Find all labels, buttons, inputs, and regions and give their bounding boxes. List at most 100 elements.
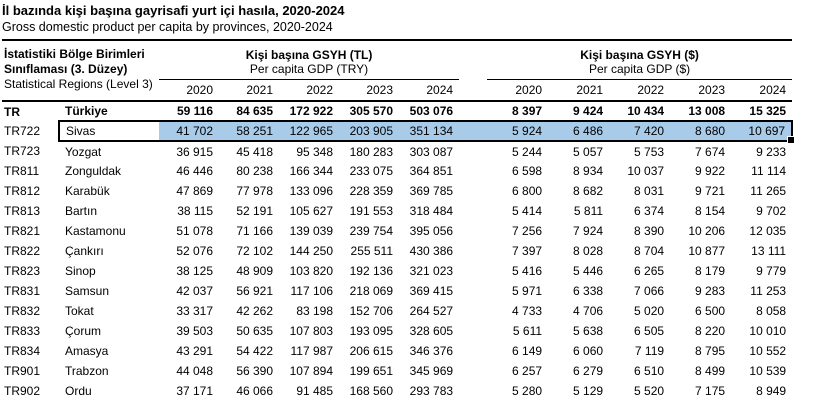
gdp-try-cell[interactable]: 264 527	[409, 304, 454, 318]
gdp-usd-cell[interactable]: 11 114	[751, 164, 787, 178]
gdp-usd-cell[interactable]: 10 697	[731, 120, 796, 145]
gdp-usd-cell[interactable]: 5 416	[512, 264, 543, 278]
gdp-try-cell[interactable]: 139 039	[289, 224, 334, 238]
gdp-try-cell[interactable]: 105 627	[289, 204, 334, 218]
gdp-try-cell[interactable]: 152 706	[349, 304, 394, 318]
gdp-usd-cell[interactable]: 11 253	[750, 284, 787, 298]
gdp-usd-cell[interactable]: 6 486	[548, 120, 610, 142]
gdp-usd-cell[interactable]: 5 611	[512, 324, 543, 338]
gdp-try-cell[interactable]: 42 037	[176, 284, 214, 298]
gdp-usd-cell[interactable]: 8 028	[573, 244, 604, 258]
gdp-try-cell[interactable]: 41 702	[159, 120, 220, 142]
gdp-usd-cell[interactable]: 9 721	[695, 184, 726, 198]
gdp-try-cell[interactable]: 44 048	[176, 364, 214, 378]
region-code-cell[interactable]: TR	[4, 104, 20, 119]
gdp-try-cell[interactable]: 144 250	[289, 244, 334, 258]
region-code-cell[interactable]: TR833	[4, 324, 41, 338]
gdp-try-cell[interactable]: 346 376	[409, 344, 454, 358]
gdp-usd-cell[interactable]: 6 505	[634, 324, 665, 338]
gdp-usd-cell[interactable]: 6 060	[573, 344, 604, 358]
gdp-usd-cell[interactable]: 5 520	[634, 384, 665, 398]
gdp-try-cell[interactable]: 72 102	[236, 244, 274, 258]
gdp-try-cell[interactable]: 107 803	[289, 324, 334, 338]
region-code-cell[interactable]: TR812	[4, 184, 41, 198]
region-code-cell[interactable]: TR722	[4, 124, 41, 138]
gdp-usd-cell[interactable]: 9 233	[756, 144, 787, 159]
gdp-usd-cell[interactable]: 8 397	[512, 104, 543, 118]
gdp-usd-cell[interactable]: 8 031	[634, 184, 665, 198]
region-name-cell[interactable]: Bartın	[65, 204, 98, 218]
gdp-usd-cell[interactable]: 7 256	[512, 224, 543, 238]
gdp-usd-cell[interactable]: 8 390	[634, 224, 665, 238]
gdp-try-cell[interactable]: 303 087	[409, 144, 454, 159]
gdp-usd-cell[interactable]: 4 706	[573, 304, 604, 318]
gdp-usd-cell[interactable]: 8 220	[695, 324, 726, 338]
gdp-usd-cell[interactable]: 6 265	[634, 264, 665, 278]
gdp-usd-cell[interactable]: 5 020	[634, 304, 665, 318]
gdp-try-cell[interactable]: 172 922	[289, 104, 334, 118]
gdp-usd-cell[interactable]: 7 924	[573, 224, 604, 238]
gdp-usd-cell[interactable]: 13 008	[688, 104, 726, 118]
gdp-try-cell[interactable]: 228 359	[349, 184, 394, 198]
gdp-usd-cell[interactable]: 6 500	[695, 304, 726, 318]
gdp-try-cell[interactable]: 84 635	[236, 104, 274, 118]
region-name-cell[interactable]: Türkiye	[65, 104, 108, 118]
region-name-cell[interactable]: Çorum	[65, 324, 102, 338]
gdp-try-cell[interactable]: 180 283	[349, 144, 394, 159]
gdp-try-cell[interactable]: 351 134	[399, 120, 460, 142]
gdp-usd-cell[interactable]: 5 129	[573, 384, 604, 398]
gdp-try-cell[interactable]: 38 115	[177, 204, 214, 218]
region-code-cell[interactable]: TR813	[4, 204, 41, 218]
gdp-try-cell[interactable]: 50 635	[236, 324, 274, 338]
gdp-try-cell[interactable]: 255 511	[350, 244, 394, 258]
gdp-usd-cell[interactable]: 8 154	[695, 204, 726, 218]
gdp-usd-cell[interactable]: 10 552	[749, 344, 787, 358]
region-code-cell[interactable]: TR901	[4, 364, 41, 378]
gdp-try-cell[interactable]: 107 894	[289, 364, 334, 378]
region-name-cell[interactable]: Kastamonu	[65, 224, 126, 238]
region-code-cell[interactable]: TR902	[4, 384, 41, 398]
gdp-try-cell[interactable]: 103 820	[289, 264, 334, 278]
gdp-try-cell[interactable]: 328 605	[409, 324, 454, 338]
gdp-usd-cell[interactable]: 8 934	[573, 164, 604, 178]
gdp-usd-cell[interactable]: 5 638	[573, 324, 604, 338]
gdp-usd-cell[interactable]: 6 598	[512, 164, 543, 178]
gdp-try-cell[interactable]: 46 066	[236, 384, 274, 398]
region-code-cell[interactable]: TR831	[4, 284, 41, 298]
gdp-try-cell[interactable]: 133 096	[289, 184, 334, 198]
gdp-try-cell[interactable]: 318 484	[409, 204, 454, 218]
region-name-cell[interactable]: Amasya	[65, 344, 109, 358]
gdp-try-cell[interactable]: 43 291	[176, 344, 214, 358]
gdp-usd-cell[interactable]: 5 446	[573, 264, 604, 278]
gdp-usd-cell[interactable]: 6 510	[634, 364, 665, 378]
gdp-usd-cell[interactable]: 10 877	[688, 244, 726, 258]
gdp-try-cell[interactable]: 206 615	[349, 344, 394, 358]
gdp-usd-cell[interactable]: 5 971	[512, 284, 543, 298]
gdp-usd-cell[interactable]: 7 674	[695, 144, 726, 159]
gdp-usd-cell[interactable]: 10 010	[749, 324, 787, 338]
gdp-try-cell[interactable]: 122 965	[279, 120, 340, 142]
gdp-try-cell[interactable]: 203 905	[339, 120, 400, 142]
gdp-usd-cell[interactable]: 6 279	[573, 364, 604, 378]
gdp-try-cell[interactable]: 77 978	[236, 184, 274, 198]
gdp-try-cell[interactable]: 38 125	[176, 264, 214, 278]
gdp-usd-cell[interactable]: 8 680	[670, 120, 732, 142]
gdp-try-cell[interactable]: 233 075	[349, 164, 394, 178]
gdp-usd-cell[interactable]: 6 149	[512, 344, 543, 358]
gdp-try-cell[interactable]: 52 076	[176, 244, 214, 258]
gdp-usd-cell[interactable]: 10 539	[749, 364, 787, 378]
gdp-try-cell[interactable]: 71 166	[236, 224, 274, 238]
region-name-cell[interactable]: Sivas	[57, 120, 160, 142]
gdp-usd-cell[interactable]: 7 397	[512, 244, 543, 258]
gdp-usd-cell[interactable]: 7 119	[634, 344, 665, 358]
gdp-usd-cell[interactable]: 8 949	[756, 384, 787, 398]
gdp-usd-cell[interactable]: 5 280	[512, 384, 543, 398]
region-code-cell[interactable]: TR823	[4, 264, 41, 278]
gdp-usd-cell[interactable]: 9 283	[695, 284, 726, 298]
region-name-cell[interactable]: Trabzon	[65, 364, 109, 378]
region-code-cell[interactable]: TR811	[4, 164, 40, 178]
gdp-try-cell[interactable]: 80 238	[236, 164, 274, 178]
gdp-try-cell[interactable]: 91 485	[296, 384, 334, 398]
gdp-try-cell[interactable]: 47 869	[176, 184, 214, 198]
gdp-try-cell[interactable]: 52 191	[236, 204, 274, 218]
